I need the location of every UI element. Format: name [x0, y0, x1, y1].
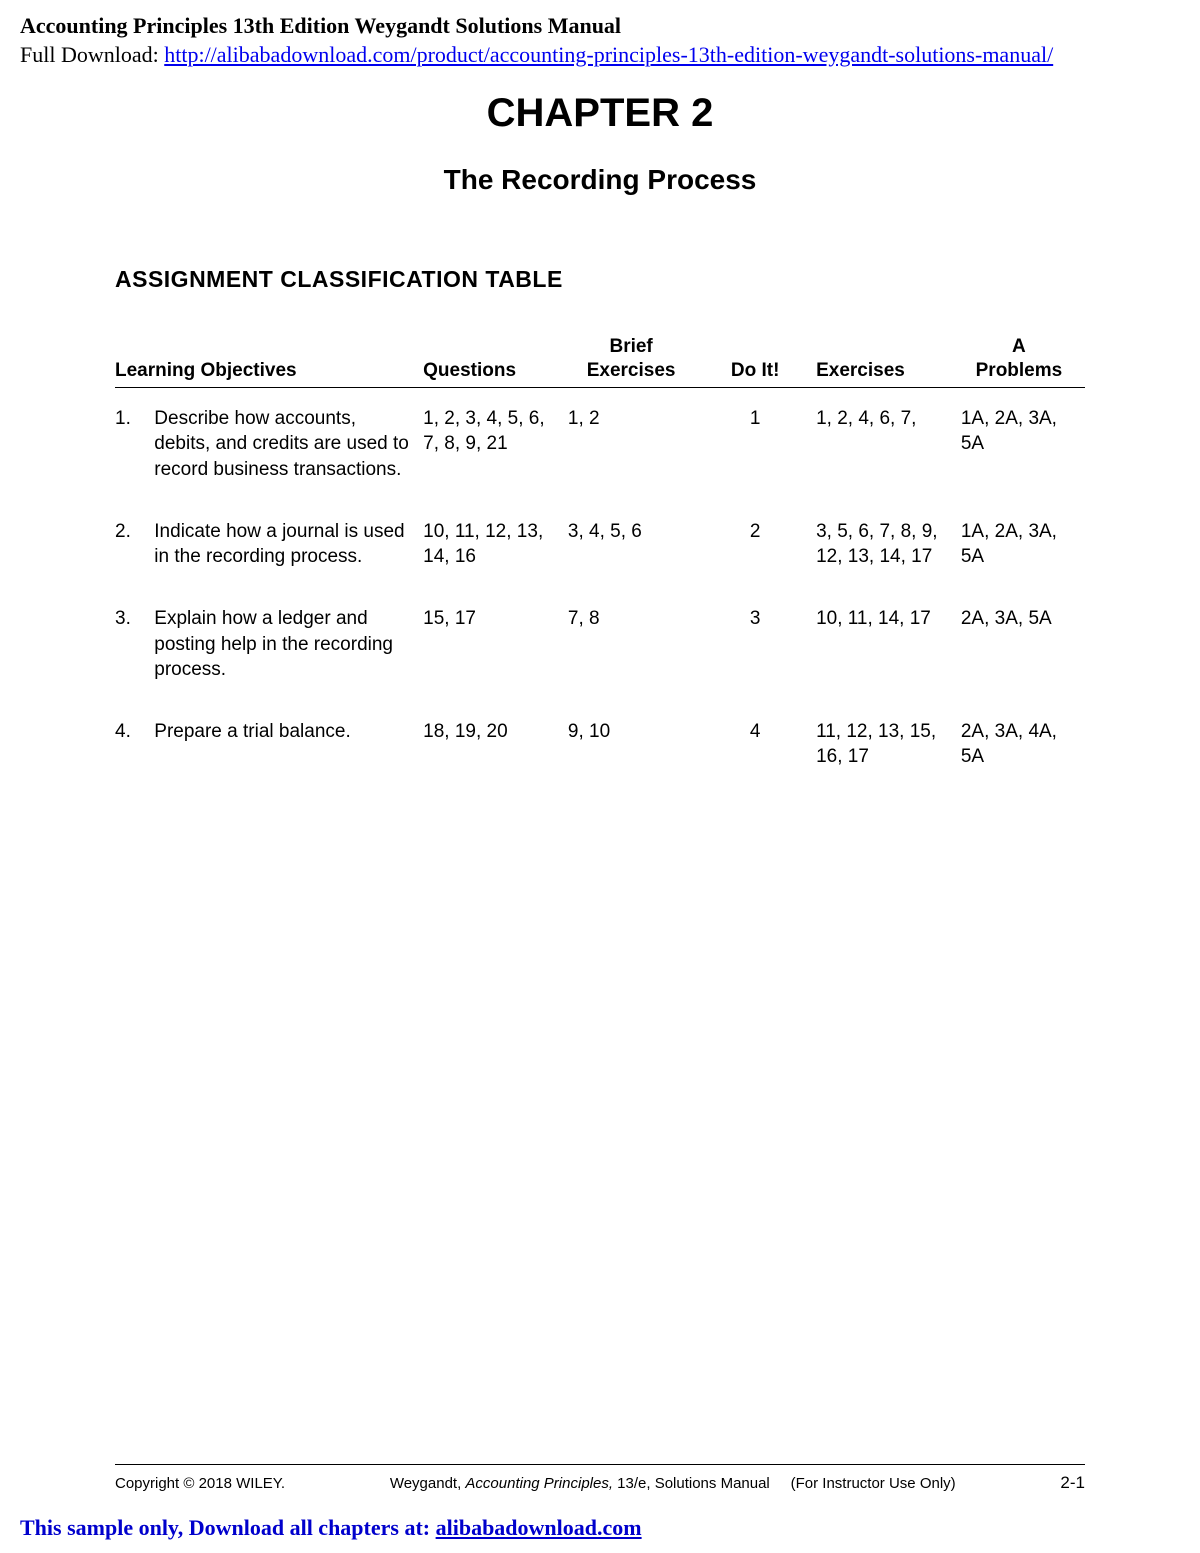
row-num: 2.	[115, 501, 154, 588]
row-num: 1.	[115, 387, 154, 500]
sample-banner-prefix: This sample only, Download all chapters …	[20, 1515, 436, 1540]
th-brief-bot: Exercises	[587, 360, 676, 381]
doc-title: Accounting Principles 13th Edition Weyga…	[20, 12, 1180, 41]
row-exercises: 10, 11, 14, 17	[816, 588, 961, 701]
th-a-bot: Problems	[976, 360, 1063, 381]
row-questions: 10, 11, 12, 13, 14, 16	[423, 501, 568, 588]
content-area: ASSIGNMENT CLASSIFICATION TABLE Learning…	[20, 266, 1180, 788]
row-brief: 7, 8	[568, 588, 702, 701]
th-exercises: Exercises	[816, 335, 961, 387]
row-exercises: 11, 12, 13, 15, 16, 17	[816, 701, 961, 788]
page-container: Accounting Principles 13th Edition Weyga…	[0, 0, 1200, 1553]
th-brief-exercises: Brief Exercises	[568, 335, 702, 387]
row-exercises: 3, 5, 6, 7, 8, 9, 12, 13, 14, 17	[816, 501, 961, 588]
section-heading: ASSIGNMENT CLASSIFICATION TABLE	[115, 266, 1085, 293]
row-doit: 2	[702, 501, 816, 588]
download-prefix: Full Download:	[20, 42, 164, 67]
footer-page-num: 2-1	[1060, 1473, 1085, 1493]
table-row: 2. Indicate how a journal is used in the…	[115, 501, 1085, 588]
sample-banner: This sample only, Download all chapters …	[20, 1515, 642, 1541]
th-doit: Do It!	[702, 335, 816, 387]
table-row: 1. Describe how accounts, debits, and cr…	[115, 387, 1085, 500]
row-aproblems: 1A, 2A, 3A, 5A	[961, 501, 1085, 588]
table-body: 1. Describe how accounts, debits, and cr…	[115, 387, 1085, 788]
footer-instructor: (For Instructor Use Only)	[791, 1475, 956, 1492]
row-questions: 1, 2, 3, 4, 5, 6, 7, 8, 9, 21	[423, 387, 568, 500]
row-aproblems: 2A, 3A, 5A	[961, 588, 1085, 701]
download-link[interactable]: http://alibabadownload.com/product/accou…	[164, 42, 1053, 67]
footer-mid-suffix: 13/e, Solutions Manual	[613, 1475, 770, 1492]
footer-copyright: Copyright © 2018 WILEY.	[115, 1475, 285, 1492]
footer-mid: Weygandt, Accounting Principles, 13/e, S…	[390, 1475, 956, 1492]
row-lo: Indicate how a journal is used in the re…	[154, 501, 423, 588]
row-questions: 15, 17	[423, 588, 568, 701]
row-doit: 3	[702, 588, 816, 701]
row-lo: Explain how a ledger and posting help in…	[154, 588, 423, 701]
row-brief: 3, 4, 5, 6	[568, 501, 702, 588]
row-aproblems: 1A, 2A, 3A, 5A	[961, 387, 1085, 500]
row-aproblems: 2A, 3A, 4A, 5A	[961, 701, 1085, 788]
row-doit: 4	[702, 701, 816, 788]
table-header-row: Learning Objectives Questions Brief Exer…	[115, 335, 1085, 387]
th-questions: Questions	[423, 335, 568, 387]
classification-table: Learning Objectives Questions Brief Exer…	[115, 335, 1085, 788]
row-lo: Prepare a trial balance.	[154, 701, 423, 788]
footer-mid-prefix: Weygandt,	[390, 1475, 466, 1492]
footer-mid-ital: Accounting Principles,	[465, 1475, 613, 1492]
row-exercises: 1, 2, 4, 6, 7,	[816, 387, 961, 500]
sample-banner-link[interactable]: alibabadownload.com	[436, 1515, 642, 1540]
th-a-top: A	[1012, 336, 1026, 357]
footer-line: Copyright © 2018 WILEY. Weygandt, Accoun…	[115, 1473, 1085, 1493]
download-line: Full Download: http://alibabadownload.co…	[20, 41, 1180, 70]
row-questions: 18, 19, 20	[423, 701, 568, 788]
page-footer: Copyright © 2018 WILEY. Weygandt, Accoun…	[0, 1464, 1200, 1493]
chapter-subtitle: The Recording Process	[20, 164, 1180, 196]
row-lo: Describe how accounts, debits, and credi…	[154, 387, 423, 500]
table-row: 4. Prepare a trial balance. 18, 19, 20 9…	[115, 701, 1085, 788]
th-learning-objectives: Learning Objectives	[115, 335, 423, 387]
top-header: Accounting Principles 13th Edition Weyga…	[20, 12, 1180, 69]
row-brief: 9, 10	[568, 701, 702, 788]
chapter-title: CHAPTER 2	[20, 91, 1180, 136]
th-a-problems: A Problems	[961, 335, 1085, 387]
row-num: 3.	[115, 588, 154, 701]
footer-rule	[115, 1464, 1085, 1465]
table-row: 3. Explain how a ledger and posting help…	[115, 588, 1085, 701]
row-doit: 1	[702, 387, 816, 500]
th-brief-top: Brief	[609, 336, 652, 357]
row-brief: 1, 2	[568, 387, 702, 500]
row-num: 4.	[115, 701, 154, 788]
